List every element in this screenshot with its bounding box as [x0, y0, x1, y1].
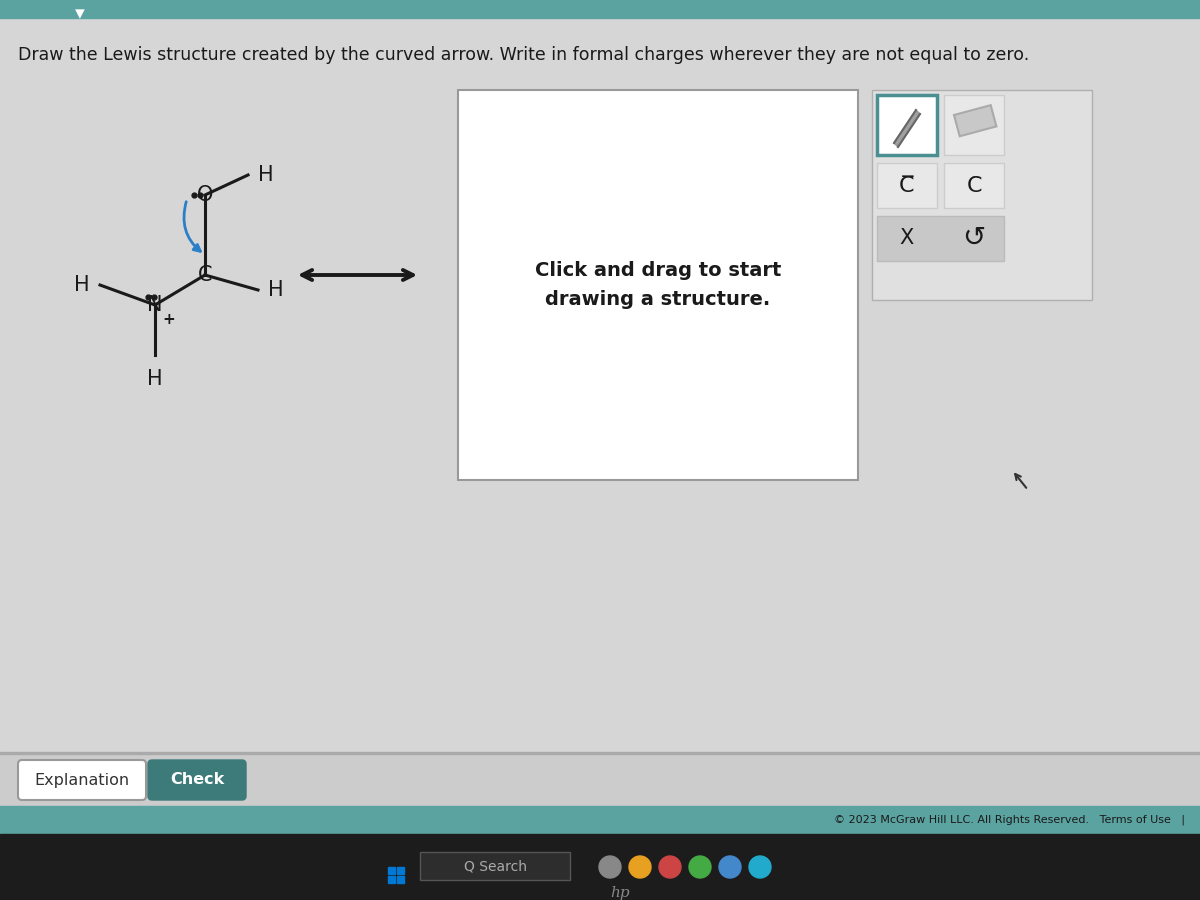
Text: Q Search: Q Search	[463, 859, 527, 873]
Circle shape	[719, 856, 742, 878]
Bar	[397, 876, 404, 883]
Bar	[388, 876, 395, 883]
Bar	[0, 754, 1200, 806]
Text: H: H	[258, 165, 274, 185]
Bar	[0, 18, 1200, 770]
Circle shape	[629, 856, 650, 878]
FancyBboxPatch shape	[18, 760, 146, 800]
Polygon shape	[894, 110, 920, 147]
Text: Draw the Lewis structure created by the curved arrow. Write in formal charges wh: Draw the Lewis structure created by the …	[18, 46, 1030, 64]
Text: Check: Check	[170, 772, 224, 788]
Circle shape	[599, 856, 622, 878]
Text: hp: hp	[610, 886, 630, 900]
FancyBboxPatch shape	[148, 760, 246, 800]
Text: ↺: ↺	[962, 224, 985, 252]
Bar	[420, 852, 570, 880]
Text: H: H	[148, 369, 163, 389]
Bar	[877, 163, 937, 208]
Text: C: C	[198, 265, 212, 285]
Bar	[397, 867, 404, 874]
Text: C̅: C̅	[899, 176, 914, 196]
Circle shape	[689, 856, 710, 878]
Bar	[0, 834, 1200, 900]
Text: Click and drag to start
drawing a structure.: Click and drag to start drawing a struct…	[535, 261, 781, 310]
Text: +: +	[163, 311, 175, 327]
Text: ▾: ▾	[76, 4, 85, 23]
Text: Explanation: Explanation	[35, 772, 130, 788]
Bar	[0, 806, 1200, 834]
Text: O: O	[197, 185, 214, 205]
Circle shape	[749, 856, 772, 878]
Text: H: H	[268, 280, 283, 300]
Bar	[944, 95, 1004, 155]
Text: C̈: C̈	[966, 176, 982, 196]
Bar	[458, 90, 858, 480]
Text: X: X	[900, 228, 914, 248]
Bar	[944, 163, 1004, 208]
Bar	[0, 0, 1200, 18]
Bar	[954, 105, 996, 136]
Text: N: N	[148, 295, 163, 315]
Bar	[877, 216, 1004, 261]
Bar	[877, 95, 937, 155]
Circle shape	[659, 856, 682, 878]
Bar	[872, 90, 1092, 300]
Text: © 2023 McGraw Hill LLC. All Rights Reserved.   Terms of Use   |: © 2023 McGraw Hill LLC. All Rights Reser…	[834, 814, 1186, 825]
Bar	[388, 867, 395, 874]
Bar	[0, 752, 1200, 754]
Text: H: H	[74, 275, 90, 295]
